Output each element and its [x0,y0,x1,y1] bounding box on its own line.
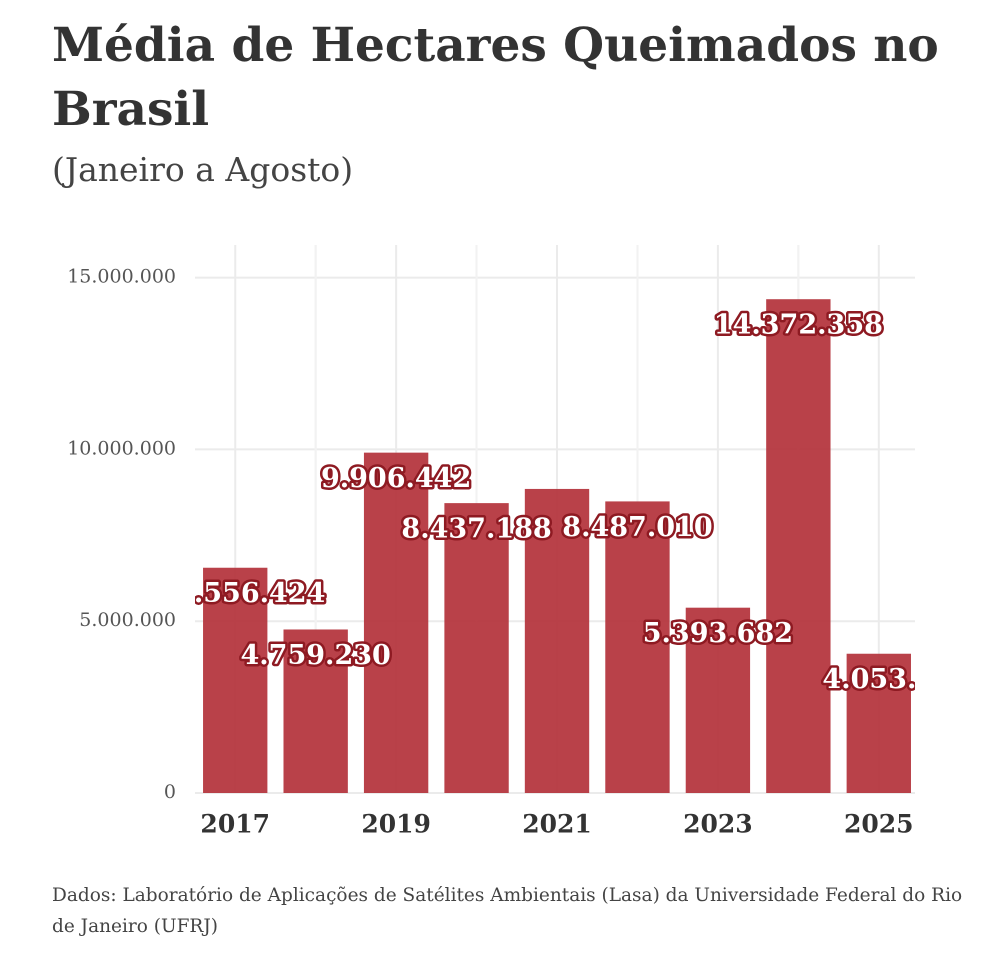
bar [685,607,751,793]
y-tick-label: 0 [164,781,176,803]
chart-subtitle: (Janeiro a Agosto) [52,150,354,189]
axes: 0 5.000.000 10.000.000 15.000.000 2017 2019 20… [67,266,913,839]
value-label: 9.906.442 [321,463,471,494]
y-tick-label: 5.000.000 [79,609,176,631]
bar [283,629,348,793]
y-tick-label: 15.000.000 [67,266,176,288]
chart: 6.556.424 4.759.230 9.906.442 8.437.188 8.48… [67,245,935,839]
bar [363,452,429,793]
value-labels: 6.556.424 4.759.230 9.906.442 8.437.188 8.48… [175,307,935,698]
bar [846,653,911,793]
x-tick-label: 2017 [200,810,270,839]
bar [444,503,509,793]
bar [605,501,670,793]
bar [766,299,831,793]
chart-title: Média de Hectares Queimados no Brasil [52,18,939,137]
x-tick-label: 2025 [844,810,914,839]
y-tick-label: 10.000.000 [67,437,176,459]
bars [203,299,911,793]
value-label: 5.393.682 [643,618,793,649]
x-tick-label: 2021 [522,810,592,839]
bar [203,567,268,793]
x-tick-label: 2019 [361,810,431,839]
value-label: 8.487.010 [562,512,712,543]
value-label: 14.372.358 [714,310,883,341]
value-label: 4.053.4 [822,664,935,695]
value-label: 6.556.424 [175,578,325,609]
value-label: 8.437.188 [401,514,551,545]
caption: Dados: Laboratório de Aplicações de Saté… [52,885,963,937]
x-tick-label: 2023 [683,810,753,839]
bar [524,488,590,793]
value-label: 4.759.230 [241,640,391,671]
